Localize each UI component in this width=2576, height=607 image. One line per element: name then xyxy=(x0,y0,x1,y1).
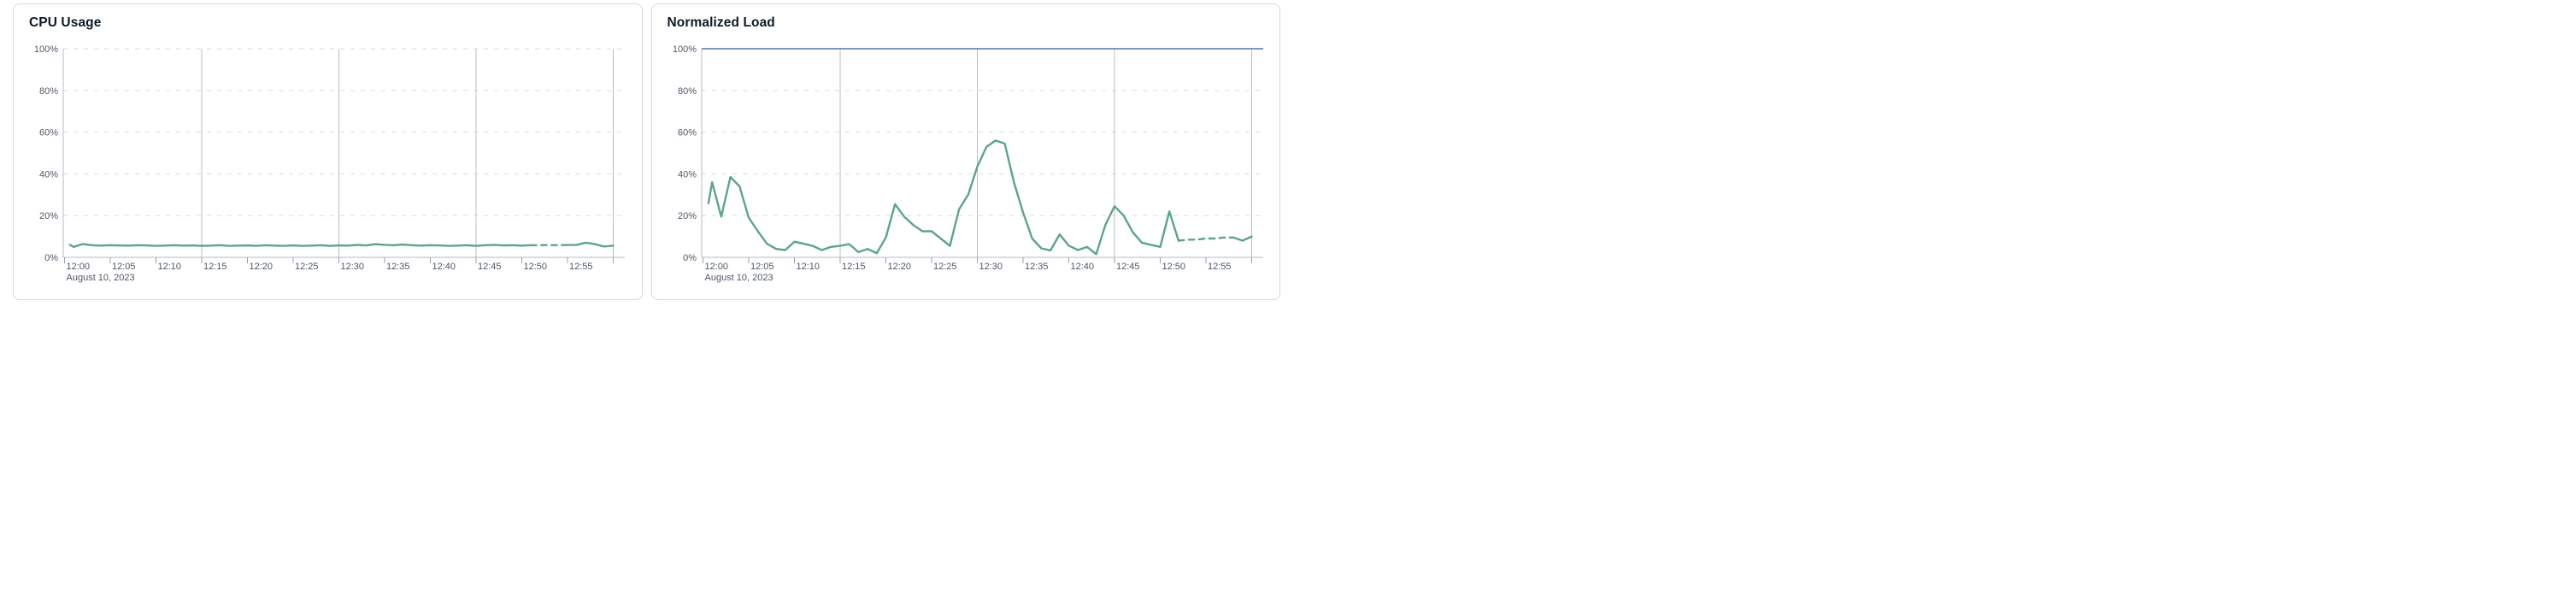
normalized-load-chart: 12:00 12:05 12:10 12:15 12:20 12:25 12:30 12:35… xyxy=(668,37,1267,286)
svg-text:100%: 100% xyxy=(672,44,696,55)
svg-text:12:40: 12:40 xyxy=(432,262,456,272)
cpu-usage-chart-canvas[interactable]: 12:00 12:05 12:10 12:15 12:20 12:25 12:30 12:35… xyxy=(29,37,627,286)
svg-text:40%: 40% xyxy=(39,169,58,180)
svg-text:80%: 80% xyxy=(39,86,58,97)
svg-text:40%: 40% xyxy=(677,169,696,180)
normalized-load-card: Normalized Load 12:00 12:05 12:10 12:15 12:2… xyxy=(650,3,1280,300)
svg-text:80%: 80% xyxy=(677,86,696,97)
svg-text:60%: 60% xyxy=(39,128,58,138)
svg-text:20%: 20% xyxy=(677,211,696,221)
svg-text:12:30: 12:30 xyxy=(979,262,1003,272)
dashboard-row: CPU Usage 12:00 12:05 12:10 12:15 12:20 12:25… xyxy=(0,0,1288,304)
svg-text:12:25: 12:25 xyxy=(295,262,319,272)
svg-text:12:40: 12:40 xyxy=(1070,262,1094,272)
svg-text:12:50: 12:50 xyxy=(1162,262,1185,272)
svg-text:12:20: 12:20 xyxy=(887,262,911,272)
svg-text:60%: 60% xyxy=(677,128,696,138)
svg-text:12:15: 12:15 xyxy=(203,262,227,272)
svg-text:12:30: 12:30 xyxy=(341,262,365,272)
svg-text:12:00: 12:00 xyxy=(67,262,91,272)
svg-text:0%: 0% xyxy=(44,253,58,263)
svg-text:12:10: 12:10 xyxy=(796,262,820,272)
svg-text:August 10, 2023: August 10, 2023 xyxy=(704,273,773,283)
svg-text:12:35: 12:35 xyxy=(386,262,410,272)
svg-text:0%: 0% xyxy=(683,253,697,263)
svg-text:12:00: 12:00 xyxy=(704,262,728,272)
svg-text:12:20: 12:20 xyxy=(250,262,273,272)
svg-text:12:55: 12:55 xyxy=(569,262,593,272)
svg-text:12:15: 12:15 xyxy=(842,262,866,272)
svg-text:12:10: 12:10 xyxy=(158,262,182,272)
svg-text:12:55: 12:55 xyxy=(1208,262,1232,272)
svg-text:August 10, 2023: August 10, 2023 xyxy=(67,273,135,283)
svg-text:20%: 20% xyxy=(39,211,58,221)
normalized-load-chart-canvas[interactable]: 12:00 12:05 12:10 12:15 12:20 12:25 12:30 12:35… xyxy=(668,37,1266,286)
chart-title-cpu-usage: CPU Usage xyxy=(29,15,102,30)
svg-text:12:45: 12:45 xyxy=(478,262,502,272)
svg-text:12:45: 12:45 xyxy=(1116,262,1140,272)
svg-text:12:35: 12:35 xyxy=(1025,262,1049,272)
svg-text:12:05: 12:05 xyxy=(112,262,136,272)
chart-title-normalized-load: Normalized Load xyxy=(667,15,775,30)
svg-text:12:50: 12:50 xyxy=(524,262,548,272)
svg-text:12:05: 12:05 xyxy=(750,262,774,272)
svg-text:100%: 100% xyxy=(34,44,58,55)
cpu-usage-chart: 12:00 12:05 12:10 12:15 12:20 12:25 12:30 12:35… xyxy=(29,37,628,286)
cpu-usage-card: CPU Usage 12:00 12:05 12:10 12:15 12:20 12:25… xyxy=(13,3,643,300)
svg-text:12:25: 12:25 xyxy=(933,262,957,272)
